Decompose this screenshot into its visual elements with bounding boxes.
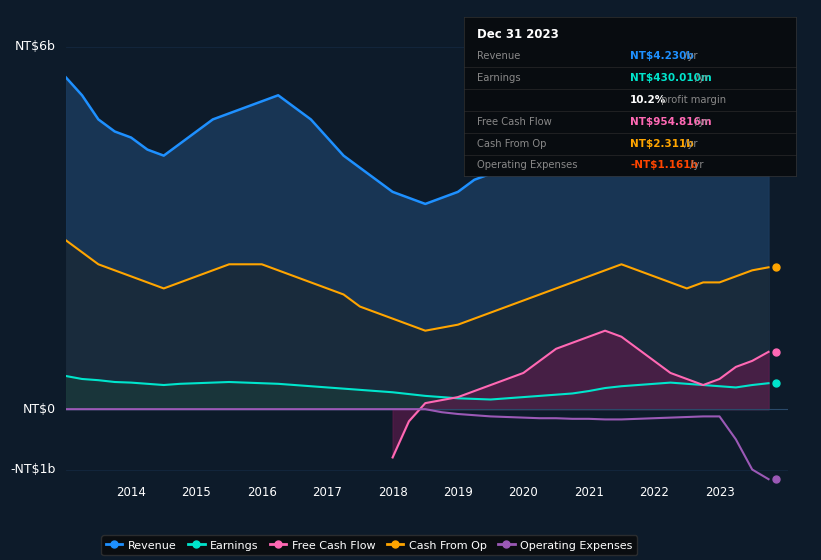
Text: Cash From Op: Cash From Op — [477, 139, 547, 149]
Text: Free Cash Flow: Free Cash Flow — [477, 117, 552, 127]
Text: Dec 31 2023: Dec 31 2023 — [477, 28, 559, 41]
Text: -NT$1.161b: -NT$1.161b — [631, 161, 698, 170]
Text: /yr: /yr — [681, 52, 698, 62]
Text: Earnings: Earnings — [477, 73, 521, 83]
Text: NT$0: NT$0 — [23, 403, 56, 416]
Text: NT$430.010m: NT$430.010m — [631, 73, 712, 83]
Text: Operating Expenses: Operating Expenses — [477, 161, 578, 170]
Text: -NT$1b: -NT$1b — [11, 463, 56, 476]
Text: Revenue: Revenue — [477, 52, 521, 62]
Text: /yr: /yr — [686, 161, 703, 170]
Text: NT$4.230b: NT$4.230b — [631, 52, 694, 62]
Text: /yr: /yr — [692, 117, 709, 127]
Legend: Revenue, Earnings, Free Cash Flow, Cash From Op, Operating Expenses: Revenue, Earnings, Free Cash Flow, Cash … — [101, 535, 637, 555]
Text: /yr: /yr — [681, 139, 698, 149]
Text: profit margin: profit margin — [658, 95, 727, 105]
Text: NT$6b: NT$6b — [15, 40, 56, 54]
Text: /yr: /yr — [692, 73, 709, 83]
Text: NT$2.311b: NT$2.311b — [631, 139, 694, 149]
Text: NT$954.816m: NT$954.816m — [631, 117, 712, 127]
Text: 10.2%: 10.2% — [631, 95, 667, 105]
